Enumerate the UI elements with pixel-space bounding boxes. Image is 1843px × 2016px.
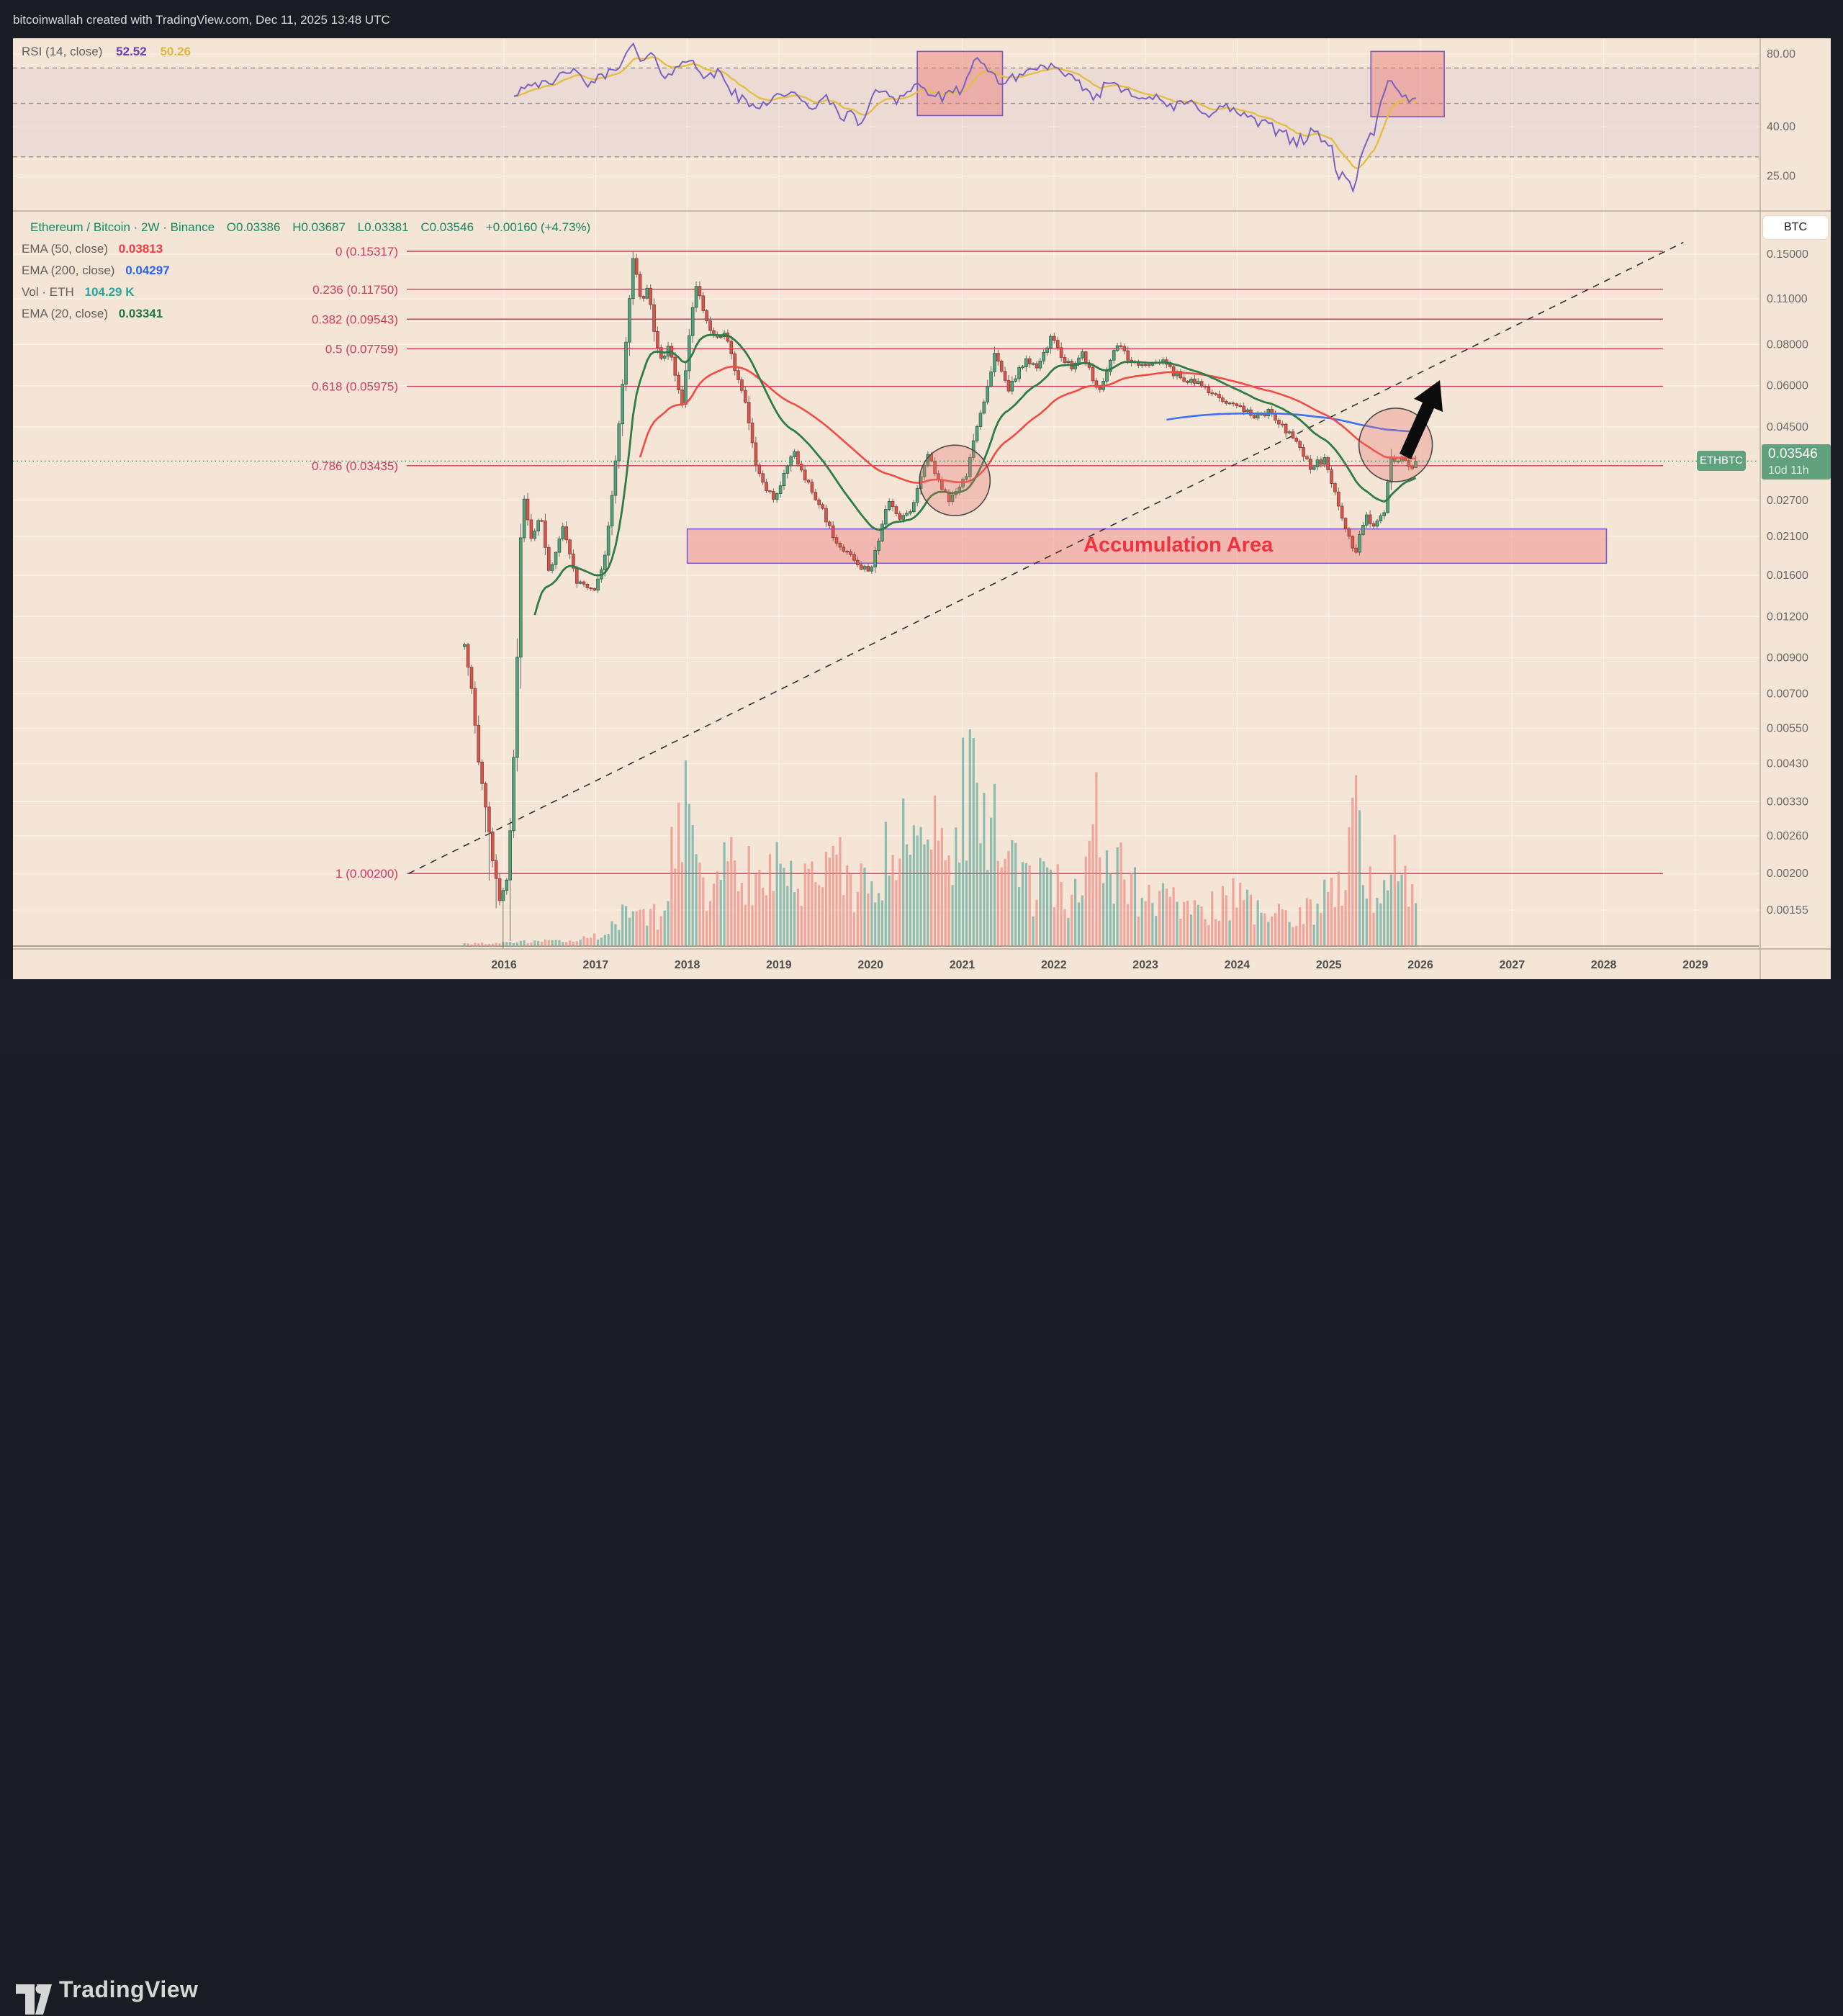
tradingview-logo-icon [16, 1984, 52, 2015]
price-axis-label: 0.00260 [1767, 830, 1808, 842]
rsi-ma-value: 50.26 [160, 45, 191, 58]
attribution-text: bitcoinwallah created with TradingView.c… [13, 13, 390, 27]
footer-bar: TradingView [0, 979, 1843, 2015]
rsi-highlight-box [1370, 50, 1445, 117]
price-line-symbol-tag: ETHBTC [1697, 451, 1746, 471]
time-axis-label: 2023 [1132, 959, 1158, 971]
chart-canvas[interactable]: 80.00 40.00 25.00 0.15000 0.11000 0.08000 0.06… [0, 0, 1843, 1053]
candles-series [462, 251, 1418, 949]
rsi-axis-label: 80.00 [1767, 48, 1795, 60]
ema20-label: EMA (20, close) [22, 307, 108, 320]
fib-level-label: 0.618 (0.05975) [312, 380, 398, 394]
ema20-legend-row: EMA (20, close) 0.03341 [22, 303, 590, 325]
price-axis-label: 0.15000 [1767, 248, 1808, 261]
time-axis-label: 2018 [675, 959, 700, 971]
time-axis-label: 2027 [1500, 959, 1526, 971]
rsi-axis-label: 25.00 [1767, 170, 1795, 182]
symbol-title: Ethereum / Bitcoin · 2W · Binance [30, 220, 215, 234]
ohlc-close: C0.03546 [420, 220, 474, 234]
currency-toggle-btc-button[interactable]: BTC [1763, 216, 1828, 239]
last-price-axis-tag: 0.03546 10d 11h [1762, 444, 1831, 480]
up-arrow-annotation [1400, 380, 1443, 459]
price-axis-label: 0.00330 [1767, 796, 1808, 808]
time-axis-label: 2029 [1682, 959, 1708, 971]
ema50-legend-row: EMA (50, close) 0.03813 [22, 238, 590, 260]
ema20-line [533, 333, 1417, 616]
price-axis-label: 0.08000 [1767, 338, 1808, 351]
ema200-value: 0.04297 [125, 264, 170, 277]
time-axis-label: 2020 [857, 959, 883, 971]
price-axis-label: 0.01200 [1767, 611, 1808, 623]
time-axis-label: 2022 [1041, 959, 1067, 971]
fib-level-label: 0.786 (0.03435) [312, 459, 398, 473]
ema20-value: 0.03341 [118, 307, 163, 320]
ohlc-low: L0.03381 [357, 220, 409, 234]
price-axis-label: 0.00200 [1767, 868, 1808, 880]
bar-countdown: 10d 11h [1768, 464, 1809, 477]
price-axis-label: 0.11000 [1767, 293, 1808, 305]
ema200-legend-row: EMA (200, close) 0.04297 [22, 260, 590, 282]
ema200-label: EMA (200, close) [22, 264, 115, 277]
accumulation-area-label: Accumulation Area [1083, 534, 1274, 557]
price-axis[interactable]: 80.00 40.00 25.00 0.15000 0.11000 0.08000 0.06… [1767, 48, 1808, 917]
rsi-axis-label: 40.00 [1767, 121, 1795, 133]
diagonal-trendline[interactable] [408, 241, 1684, 874]
last-price-value: 0.03546 [1768, 446, 1818, 462]
main-chart-legend[interactable]: Ethereum / Bitcoin · 2W · Binance O0.033… [22, 217, 590, 325]
time-axis-label: 2024 [1225, 959, 1251, 971]
fib-level-label: 0 (0.15317) [335, 245, 398, 258]
time-axis-label: 2021 [950, 959, 975, 971]
price-axis-label: 0.00900 [1767, 652, 1808, 665]
price-axis-label: 0.06000 [1767, 380, 1808, 392]
time-axis-label: 2028 [1591, 959, 1617, 971]
grid-lines [13, 38, 1760, 949]
volume-series [463, 729, 1418, 945]
price-axis-label: 0.00155 [1767, 904, 1808, 917]
ohlc-high: H0.03687 [292, 220, 346, 234]
fib-level-label: 1 (0.00200) [335, 867, 398, 881]
time-axis-label: 2017 [583, 959, 609, 971]
price-axis-label: 0.00700 [1767, 688, 1808, 701]
volume-label: Vol · ETH [22, 285, 74, 299]
fib-level-label: 0.236 (0.11750) [312, 283, 398, 297]
title-bar: bitcoinwallah created with TradingView.c… [0, 0, 1843, 38]
price-axis-label: 0.04500 [1767, 421, 1808, 433]
ema50-value: 0.03813 [118, 242, 163, 256]
fib-level-label: 0.382 (0.09543) [312, 312, 398, 326]
tradingview-brand-text: TradingView [59, 1976, 199, 2002]
symbol-ohlc-row: Ethereum / Bitcoin · 2W · Binance O0.033… [22, 217, 590, 238]
rsi-legend[interactable]: RSI (14, close) 52.52 50.26 [22, 45, 191, 59]
ema50-line [639, 365, 1416, 484]
ohlc-change: +0.00160 (+4.73%) [485, 220, 591, 234]
rsi-highlight-box [916, 50, 1004, 117]
rsi-ma-line [513, 56, 1417, 170]
price-axis-label: 0.01600 [1767, 570, 1808, 582]
time-axis-label: 2016 [491, 959, 517, 971]
highlight-circle [919, 444, 991, 517]
price-axis-label: 0.00550 [1767, 723, 1808, 735]
price-axis-label: 0.02700 [1767, 495, 1808, 507]
rsi-legend-label: RSI (14, close) [22, 45, 103, 58]
volume-legend-row: Vol · ETH 104.29 K [22, 282, 590, 303]
time-axis-label: 2026 [1407, 959, 1433, 971]
fib-level-label: 0.5 (0.07759) [325, 342, 398, 356]
main-pane-canvas[interactable] [13, 241, 1760, 950]
rsi-line [513, 42, 1417, 194]
price-axis-label: 0.00430 [1767, 758, 1808, 770]
rsi-pane-canvas[interactable] [13, 42, 1760, 194]
time-axis[interactable]: 2016 2017 2018 2019 2020 2021 2022 2023 2024 2025… [491, 959, 1708, 971]
ema50-label: EMA (50, close) [22, 242, 108, 256]
rsi-value: 52.52 [116, 45, 147, 58]
time-axis-label: 2019 [766, 959, 792, 971]
ohlc-open: O0.03386 [226, 220, 281, 234]
volume-value: 104.29 K [84, 285, 135, 299]
price-axis-label: 0.02100 [1767, 531, 1808, 543]
time-axis-label: 2025 [1316, 959, 1342, 971]
